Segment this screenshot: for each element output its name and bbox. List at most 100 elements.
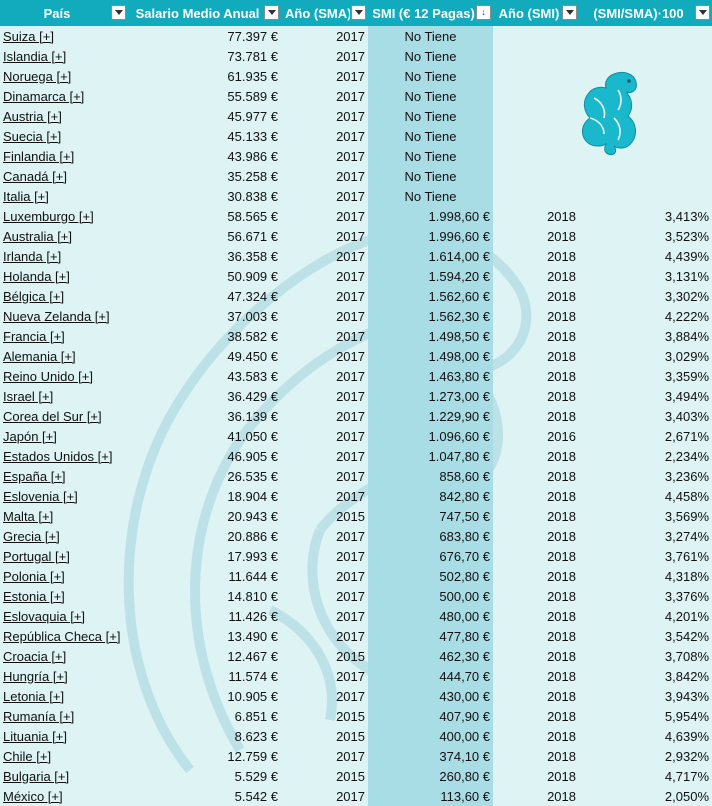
cell-salario: 58.565 €	[227, 208, 278, 224]
country-link[interactable]: Lituania [+]	[3, 728, 67, 744]
cell-pais: Corea del Sur [+]	[0, 406, 128, 426]
table-row: Malta [+] 20.943 € 2015 747,50 € 2018 3,569%	[0, 506, 712, 526]
country-link[interactable]: Estados Unidos [+]	[3, 448, 113, 464]
table-body: Suiza [+] 77.397 €2017 No Tiene Islandia [+…	[0, 26, 712, 806]
country-link[interactable]: España [+]	[3, 468, 66, 484]
cell-smi: 480,00 €	[439, 608, 490, 624]
country-link[interactable]: Eslovaquia [+]	[3, 608, 86, 624]
cell-anio-smi: 2018	[547, 228, 576, 244]
country-link[interactable]: Alemania [+]	[3, 348, 76, 364]
table-header-row: País Salario Medio Anual Año (SMA) SMI (…	[0, 0, 712, 26]
cell-ratio: 2,234%	[664, 448, 709, 464]
cell-salario: 6.851 €	[234, 708, 278, 724]
country-link[interactable]: Canadá [+]	[3, 168, 67, 184]
cell-anio-smi: 2018	[547, 748, 576, 764]
country-link[interactable]: Reino Unido [+]	[3, 368, 93, 384]
country-link[interactable]: Austria [+]	[3, 108, 62, 124]
cell-anio-smi	[493, 186, 579, 206]
table-row: Reino Unido [+] 43.583 € 2017 1.463,80 € 201…	[0, 366, 712, 386]
country-link[interactable]: Bélgica [+]	[3, 288, 65, 304]
cell-anio-sma: 2017	[336, 88, 365, 104]
cell-salario: 13.490 €	[227, 628, 278, 644]
table-row: Italia [+] 30.838 € 2017 No Tiene	[0, 186, 712, 206]
country-link[interactable]: Eslovenia [+]	[3, 488, 78, 504]
cell-anio-smi: 2018	[547, 568, 576, 584]
country-link[interactable]: Bulgaria [+]	[3, 768, 70, 784]
country-link[interactable]: Portugal [+]	[3, 548, 70, 564]
country-link[interactable]: Estonia [+]	[3, 588, 65, 604]
column-header-pais: País	[0, 0, 128, 26]
cell-anio-smi: 2016	[547, 428, 576, 444]
cell-smi: No Tiene	[404, 168, 457, 184]
country-link[interactable]: Francia [+]	[3, 328, 65, 344]
country-link[interactable]: Rumanía [+]	[3, 708, 75, 724]
cell-salario: 47.324 €	[227, 288, 278, 304]
cell-ratio: 4,201%	[664, 608, 709, 624]
country-link[interactable]: Chile [+]	[3, 748, 52, 764]
chevron-down-icon	[267, 10, 276, 15]
table-row: República Checa [+] 13.490 € 2017 477,80 € 2…	[0, 626, 712, 646]
country-link[interactable]: Grecia [+]	[3, 528, 60, 544]
country-link[interactable]: Suiza [+]	[3, 28, 54, 44]
country-link[interactable]: Nueva Zelanda [+]	[3, 308, 110, 324]
cell-pais: Letonia [+]	[0, 686, 128, 706]
country-link[interactable]: Corea del Sur [+]	[3, 408, 102, 424]
country-link[interactable]: Australia [+]	[3, 228, 73, 244]
cell-salario: 11.644 €	[228, 568, 278, 584]
column-header-anio-sma: Año (SMA)	[281, 0, 368, 26]
filter-dropdown-button[interactable]	[562, 5, 577, 20]
filter-dropdown-button[interactable]	[351, 5, 366, 20]
country-link[interactable]: Hungría [+]	[3, 668, 68, 684]
country-link[interactable]: Japón [+]	[3, 428, 57, 444]
country-link[interactable]: Israel [+]	[3, 388, 54, 404]
country-link[interactable]: México [+]	[3, 788, 63, 804]
country-link[interactable]: Dinamarca [+]	[3, 88, 85, 104]
country-link[interactable]: Malta [+]	[3, 508, 54, 524]
table-row: Irlanda [+] 36.358 € 2017 1.614,00 € 2018 4,4…	[0, 246, 712, 266]
filter-dropdown-button[interactable]	[111, 5, 126, 20]
table-row: Islandia [+] 73.781 € 2017 No Tiene	[0, 46, 712, 66]
cell-anio-sma: 2015	[336, 768, 365, 784]
column-header-label: SMI (€ 12 Pagas)	[372, 5, 475, 21]
cell-pais: Noruega [+]	[0, 66, 128, 86]
cell-pais: España [+]	[0, 466, 128, 486]
country-link[interactable]: Suecia [+]	[3, 128, 62, 144]
cell-ratio: 3,403%	[664, 408, 709, 424]
cell-pais: Italia [+]	[0, 186, 128, 206]
country-link[interactable]: Irlanda [+]	[3, 248, 62, 264]
cell-pais: Austria [+]	[0, 106, 128, 126]
cell-salario: 12.759 €	[227, 748, 278, 764]
cell-smi: 374,10 €	[439, 748, 490, 764]
cell-smi: 676,70 €	[439, 548, 490, 564]
cell-anio-smi: 2018	[547, 628, 576, 644]
country-link[interactable]: República Checa [+]	[3, 628, 121, 644]
country-link[interactable]: Holanda [+]	[3, 268, 70, 284]
cell-ratio: 3,376%	[664, 588, 709, 604]
table-row: Dinamarca [+] 55.589 € 2017 No Tiene	[0, 86, 712, 106]
cell-salario: 55.589 €	[227, 88, 278, 104]
sort-filter-button[interactable]: ↓	[476, 5, 491, 20]
cell-smi: No Tiene	[404, 48, 457, 64]
cell-anio-smi: 2018	[547, 288, 576, 304]
country-link[interactable]: Noruega [+]	[3, 68, 72, 84]
country-link[interactable]: Islandia [+]	[3, 48, 67, 64]
country-link[interactable]: Croacia [+]	[3, 648, 67, 664]
country-link[interactable]: Finlandia [+]	[3, 148, 75, 164]
cell-ratio: 3,302%	[664, 288, 709, 304]
cell-smi: 747,50 €	[439, 508, 490, 524]
cell-ratio: 3,131%	[664, 268, 709, 284]
cell-ratio	[579, 146, 712, 166]
country-link[interactable]: Letonia [+]	[3, 688, 65, 704]
cell-ratio: 4,458%	[664, 488, 709, 504]
cell-smi: No Tiene	[404, 28, 457, 44]
table-row: Finlandia [+] 43.986 € 2017 No Tiene	[0, 146, 712, 166]
filter-dropdown-button[interactable]	[695, 5, 710, 20]
cell-pais: Estonia [+]	[0, 586, 128, 606]
cell-smi: 462,30 €	[439, 648, 490, 664]
cell-salario: 11.426 €	[228, 608, 278, 624]
country-link[interactable]: Luxemburgo [+]	[3, 208, 94, 224]
country-link[interactable]: Italia [+]	[3, 188, 49, 204]
country-link[interactable]: Polonia [+]	[3, 568, 65, 584]
table-row: Portugal [+] 17.993 € 2017 676,70 € 2018 3,76…	[0, 546, 712, 566]
filter-dropdown-button[interactable]	[264, 5, 279, 20]
